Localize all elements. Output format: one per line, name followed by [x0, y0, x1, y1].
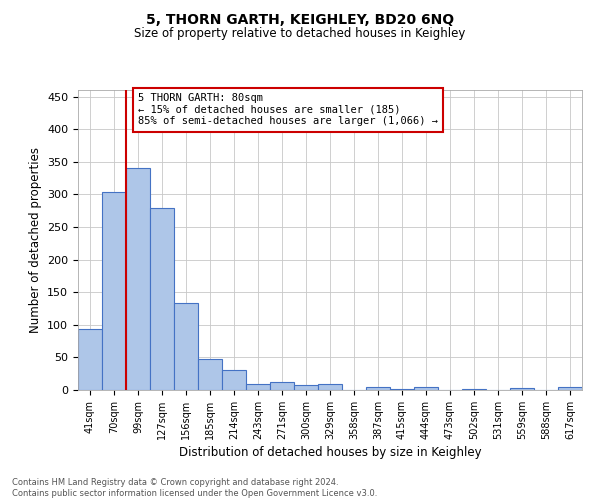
Text: 5, THORN GARTH, KEIGHLEY, BD20 6NQ: 5, THORN GARTH, KEIGHLEY, BD20 6NQ — [146, 12, 454, 26]
Text: 5 THORN GARTH: 80sqm
← 15% of detached houses are smaller (185)
85% of semi-deta: 5 THORN GARTH: 80sqm ← 15% of detached h… — [138, 94, 438, 126]
Bar — [318, 384, 342, 390]
Bar — [558, 388, 582, 390]
Bar — [390, 388, 414, 390]
Bar — [198, 360, 222, 390]
Bar — [294, 385, 318, 390]
Bar — [102, 192, 126, 390]
Bar — [150, 208, 174, 390]
Text: Size of property relative to detached houses in Keighley: Size of property relative to detached ho… — [134, 28, 466, 40]
Bar — [414, 388, 438, 390]
Bar — [246, 384, 270, 390]
X-axis label: Distribution of detached houses by size in Keighley: Distribution of detached houses by size … — [179, 446, 481, 459]
Bar — [78, 330, 102, 390]
Y-axis label: Number of detached properties: Number of detached properties — [29, 147, 41, 333]
Bar — [126, 168, 150, 390]
Bar — [270, 382, 294, 390]
Text: Contains HM Land Registry data © Crown copyright and database right 2024.
Contai: Contains HM Land Registry data © Crown c… — [12, 478, 377, 498]
Bar — [510, 388, 534, 390]
Bar — [366, 388, 390, 390]
Bar — [222, 370, 246, 390]
Bar — [174, 304, 198, 390]
